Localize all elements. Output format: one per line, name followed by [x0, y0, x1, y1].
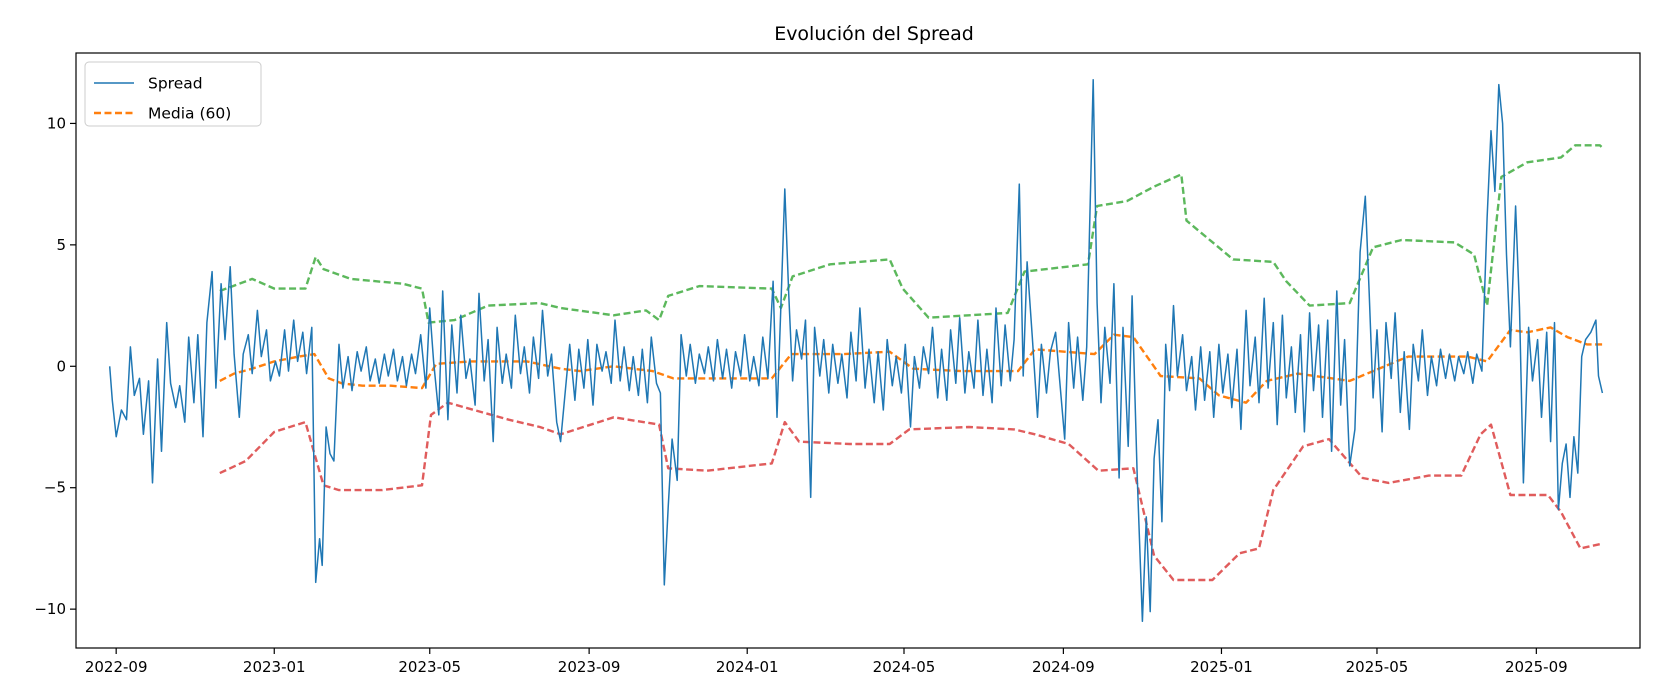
series-line-band-3: [219, 401, 1603, 582]
series-line-spread: [108, 78, 1604, 623]
plot-area: [108, 78, 1604, 623]
chart-title: Evolución del Spread: [774, 23, 974, 45]
legend-label: Spread: [148, 75, 203, 93]
legend-label: Media (60): [148, 105, 231, 123]
legend-box: [84, 61, 262, 127]
x-tick-label: 2023-01: [243, 658, 306, 676]
y-tick-label: 10: [47, 114, 66, 132]
x-tick-label: 2024-05: [873, 658, 936, 676]
y-tick-label: −10: [34, 600, 66, 618]
x-tick-label: 2022-09: [85, 658, 148, 676]
x-tick-label: 2023-09: [558, 658, 621, 676]
x-tick-label: 2023-05: [398, 658, 461, 676]
x-tick-label: 2024-01: [716, 658, 779, 676]
y-tick-label: 5: [56, 236, 66, 254]
series-line-band-2: [219, 144, 1604, 324]
y-tick-label: −5: [44, 479, 66, 497]
axes-frame: [75, 52, 1641, 649]
x-tick-label: 2024-09: [1032, 658, 1095, 676]
y-tick-label: 0: [56, 357, 66, 375]
x-tick-label: 2025-05: [1346, 658, 1409, 676]
series-line-media-60: [219, 326, 1603, 404]
axes: 2022-09 2023-01 2023-05 2023-09 2024-01 2024-…: [34, 52, 1641, 676]
x-tick-label: 2025-09: [1505, 658, 1568, 676]
legend: Spread Media (60): [84, 61, 262, 127]
x-tick-label: 2025-01: [1190, 658, 1253, 676]
